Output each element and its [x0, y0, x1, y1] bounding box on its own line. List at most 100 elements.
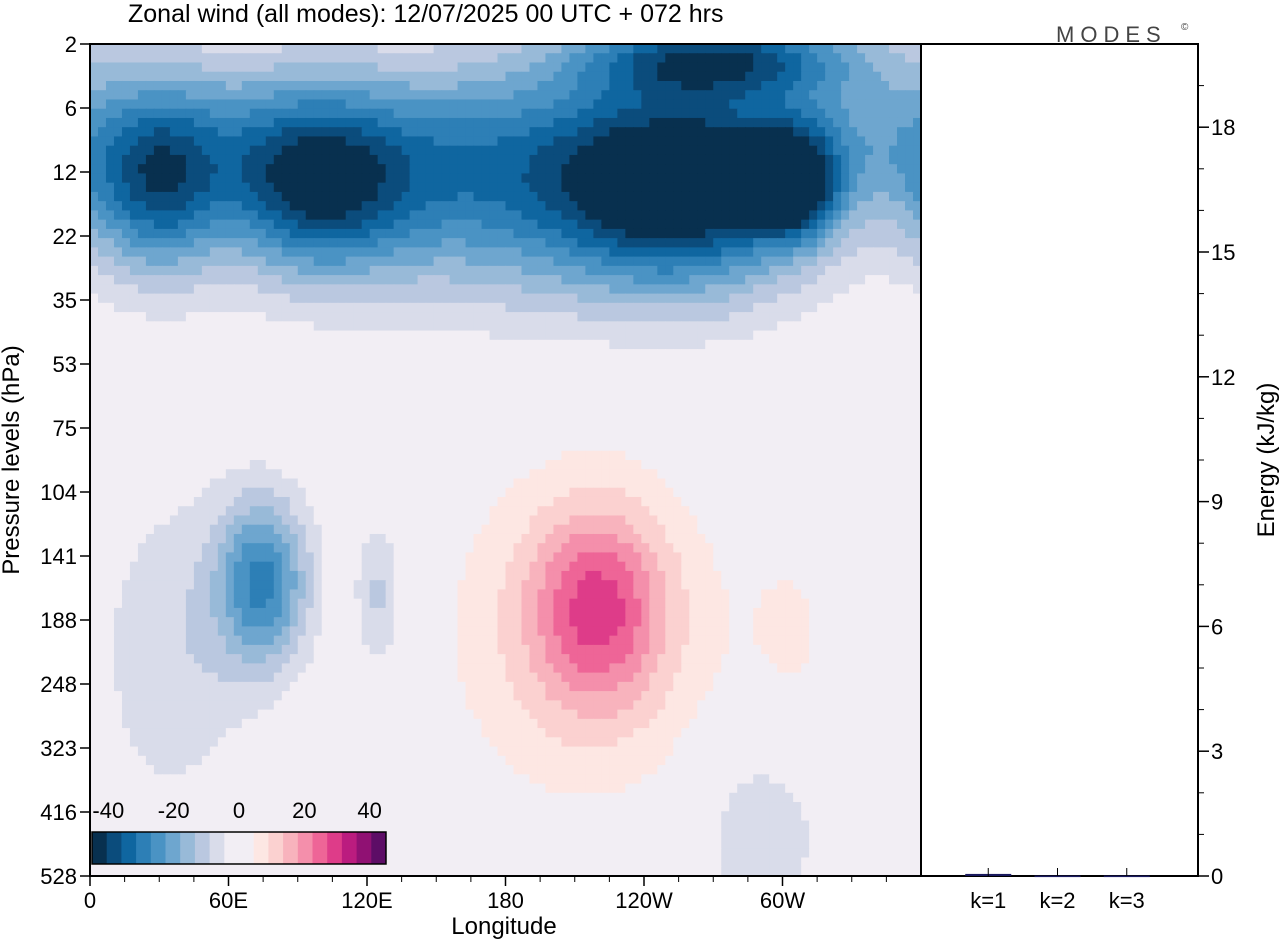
heatmap-cell [321, 404, 331, 415]
heatmap-cell [681, 460, 690, 470]
heatmap-cell [561, 302, 571, 313]
heatmap-cell [913, 62, 921, 73]
heatmap-cell [185, 349, 195, 359]
heatmap-cell [593, 330, 602, 341]
heatmap-cell [681, 127, 690, 138]
heatmap-cell [337, 90, 347, 101]
heatmap-cell [489, 349, 499, 359]
heatmap-cell [817, 228, 826, 239]
heatmap-cell [537, 117, 547, 128]
heatmap-cell [361, 182, 371, 193]
heatmap-cell [545, 228, 555, 239]
heatmap-cell [745, 201, 754, 211]
heatmap-cell [737, 386, 746, 396]
heatmap-cell [641, 275, 650, 285]
heatmap-cell [729, 293, 738, 304]
heatmap-cell [785, 312, 794, 322]
heatmap-cell [825, 321, 834, 332]
heatmap-cell [865, 469, 874, 480]
heatmap-cell [825, 432, 834, 443]
heatmap-cell [809, 386, 818, 396]
heatmap-cell [585, 450, 594, 461]
heatmap-cell [897, 219, 906, 230]
heatmap-cell [761, 117, 770, 128]
heatmap-cell [665, 117, 674, 128]
heatmap-cell [385, 90, 395, 101]
heatmap-cell [649, 145, 658, 156]
heatmap-cell [161, 90, 171, 101]
heatmap-cell [169, 404, 179, 415]
heatmap-cell [585, 358, 594, 369]
heatmap-cell [297, 127, 307, 138]
heatmap-cell [825, 423, 834, 433]
heatmap-cell [217, 386, 227, 396]
heatmap-cell [257, 478, 267, 489]
heatmap-cell [649, 228, 658, 239]
heatmap-cell [145, 238, 155, 248]
heatmap-cell [761, 228, 770, 239]
heatmap-cell [857, 386, 866, 396]
heatmap-cell [97, 164, 107, 175]
heatmap-cell [865, 80, 874, 91]
heatmap-cell [153, 386, 163, 396]
heatmap-cell [233, 201, 243, 211]
heatmap-cell [761, 164, 770, 175]
heatmap-cell [121, 339, 131, 350]
heatmap-cell [409, 90, 419, 101]
heatmap-cell [337, 117, 347, 128]
heatmap-cell [209, 284, 219, 295]
heatmap-cell [665, 164, 674, 175]
heatmap-cell [90, 90, 99, 101]
heatmap-cell [857, 154, 866, 165]
heatmap-cell [497, 302, 507, 313]
heatmap-cell [553, 99, 563, 110]
heatmap-cell [745, 423, 754, 433]
heatmap-cell [521, 238, 531, 248]
heatmap-cell [537, 127, 547, 138]
heatmap-cell [217, 238, 227, 248]
heatmap-cell [809, 367, 818, 378]
heatmap-cell [361, 349, 371, 359]
heatmap-cell [177, 127, 187, 138]
heatmap-cell [289, 460, 299, 470]
heatmap-cell [913, 173, 921, 184]
heatmap-cell [505, 90, 515, 101]
heatmap-cell [769, 275, 778, 285]
heatmap-cell [489, 164, 499, 175]
heatmap-cell [729, 44, 738, 54]
heatmap-cell [897, 164, 906, 175]
heatmap-cell [577, 108, 586, 119]
heatmap-cell [873, 339, 882, 350]
heatmap-cell [689, 219, 698, 230]
heatmap-cell [137, 395, 147, 406]
heatmap-cell [257, 386, 267, 396]
heatmap-cell [153, 62, 163, 73]
heatmap-cell [689, 386, 698, 396]
heatmap-cell [649, 90, 658, 101]
heatmap-cell [489, 293, 499, 304]
heatmap-cell [817, 432, 826, 443]
heatmap-cell [697, 145, 706, 156]
heatmap-cell [657, 478, 666, 489]
heatmap-cell [385, 413, 395, 424]
heatmap-cell [825, 265, 834, 276]
heatmap-cell [865, 478, 874, 489]
heatmap-cell [209, 321, 219, 332]
heatmap-cell [737, 330, 746, 341]
heatmap-cell [753, 256, 762, 267]
heatmap-cell [537, 62, 547, 73]
heatmap-cell [329, 219, 339, 230]
heatmap-cell [521, 321, 531, 332]
heatmap-cell [369, 90, 379, 101]
heatmap-cell [425, 164, 435, 175]
heatmap-cell [897, 450, 906, 461]
heatmap-cell [481, 44, 491, 54]
heatmap-cell [105, 376, 115, 387]
heatmap-cell [473, 256, 483, 267]
heatmap-cell [649, 395, 658, 406]
heatmap-cell [113, 117, 123, 128]
heatmap-cell [889, 293, 898, 304]
heatmap-cell [737, 182, 746, 193]
heatmap-cell [521, 386, 531, 396]
heatmap-cell [113, 99, 123, 110]
